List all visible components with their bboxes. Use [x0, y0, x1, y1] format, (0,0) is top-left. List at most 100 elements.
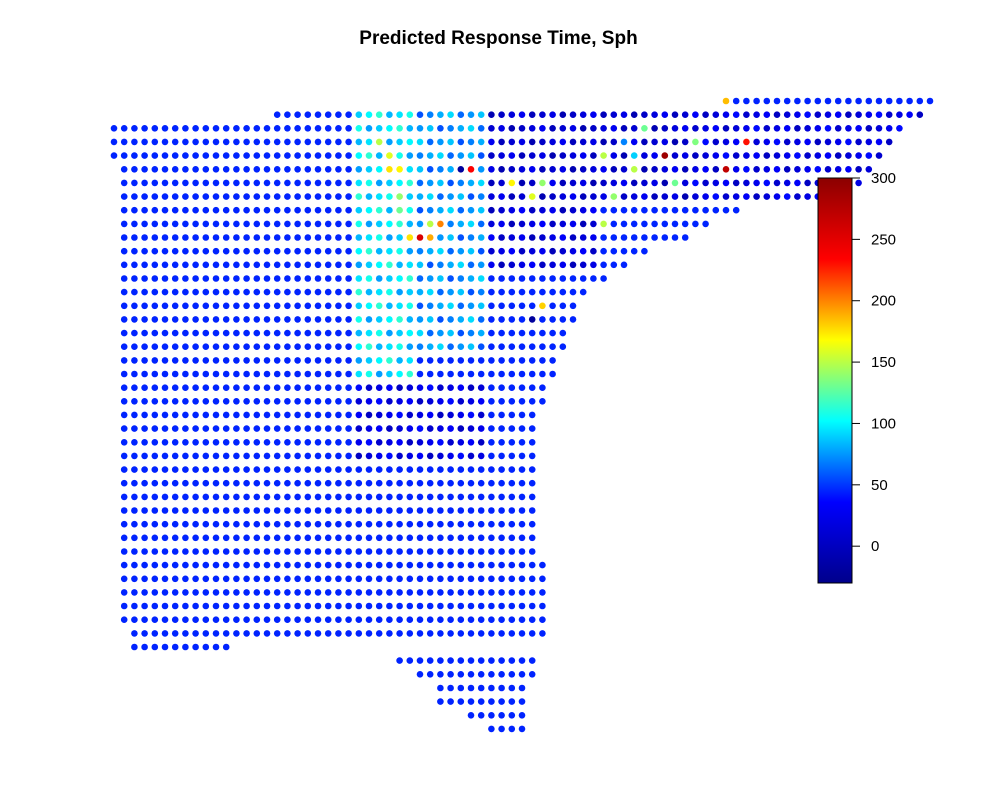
data-point	[416, 425, 424, 432]
data-point	[447, 575, 454, 583]
data-point	[202, 425, 210, 432]
data-point	[773, 138, 781, 146]
data-point	[396, 575, 403, 583]
data-point	[426, 575, 434, 583]
data-point	[437, 261, 444, 269]
data-point	[182, 288, 189, 296]
data-point	[284, 111, 291, 118]
data-point	[324, 316, 332, 323]
data-point	[508, 125, 516, 132]
data-point	[528, 384, 536, 392]
data-point	[141, 534, 148, 542]
data-point	[426, 411, 434, 419]
data-point	[457, 343, 465, 351]
data-point	[416, 288, 424, 296]
data-point	[171, 329, 179, 337]
data-point	[539, 261, 546, 269]
data-point	[396, 425, 403, 432]
data-point	[467, 247, 475, 255]
data-point	[549, 206, 556, 214]
data-point	[508, 411, 516, 419]
data-point	[498, 712, 505, 719]
data-point	[692, 166, 699, 173]
data-point	[263, 329, 271, 337]
data-point	[335, 602, 342, 610]
data-point	[171, 288, 179, 296]
data-point	[324, 534, 332, 542]
data-point	[263, 357, 271, 364]
data-point	[732, 206, 740, 214]
data-point	[528, 439, 536, 446]
data-point	[324, 206, 332, 214]
data-point	[345, 329, 352, 337]
data-point	[131, 329, 138, 337]
data-point	[151, 534, 159, 542]
data-point	[120, 261, 128, 269]
data-point	[284, 452, 291, 460]
data-point	[263, 452, 271, 460]
data-point	[651, 111, 658, 118]
data-point	[324, 138, 332, 146]
data-point	[641, 125, 648, 132]
data-point	[273, 138, 281, 146]
data-point	[243, 234, 250, 241]
data-point	[141, 425, 148, 432]
data-point	[182, 166, 189, 173]
data-point	[539, 111, 546, 118]
data-point	[233, 206, 240, 214]
data-point	[467, 425, 475, 432]
data-point	[182, 575, 189, 583]
data-point	[131, 275, 138, 282]
data-point	[681, 220, 689, 228]
data-point	[539, 616, 546, 623]
data-point	[212, 343, 220, 351]
data-point	[661, 179, 669, 187]
data-point	[406, 370, 414, 378]
data-point	[263, 125, 271, 132]
data-point	[304, 343, 312, 351]
data-point	[120, 439, 128, 446]
data-point	[477, 657, 485, 664]
data-point	[263, 261, 271, 269]
data-point	[314, 138, 322, 146]
data-point	[304, 261, 312, 269]
data-point	[467, 439, 475, 446]
data-point	[314, 329, 322, 337]
data-point	[171, 125, 179, 132]
data-point	[518, 288, 526, 296]
data-point	[202, 302, 210, 310]
data-point	[192, 452, 199, 460]
data-point	[743, 179, 750, 187]
data-point	[375, 316, 383, 323]
data-point	[437, 466, 444, 473]
data-point	[273, 220, 281, 228]
data-point	[671, 111, 679, 118]
data-point	[120, 548, 128, 555]
data-point	[386, 179, 393, 187]
data-point	[702, 193, 709, 200]
data-point	[273, 234, 281, 241]
data-point	[426, 439, 434, 446]
data-point	[508, 548, 516, 555]
data-point	[294, 466, 301, 473]
data-point	[610, 220, 618, 228]
data-point	[151, 466, 159, 473]
data-point	[477, 111, 485, 118]
data-point	[314, 316, 322, 323]
data-point	[243, 275, 250, 282]
data-point	[396, 657, 403, 664]
data-point	[508, 384, 516, 392]
data-point	[518, 534, 526, 542]
data-point	[222, 288, 230, 296]
data-point	[549, 261, 556, 269]
data-point	[243, 179, 250, 187]
data-point	[477, 630, 485, 637]
data-point	[192, 261, 199, 269]
data-point	[386, 466, 393, 473]
data-point	[539, 247, 546, 255]
data-point	[294, 575, 301, 583]
data-point	[304, 479, 312, 487]
data-point	[182, 370, 189, 378]
data-point	[212, 589, 220, 596]
data-point	[314, 179, 322, 187]
